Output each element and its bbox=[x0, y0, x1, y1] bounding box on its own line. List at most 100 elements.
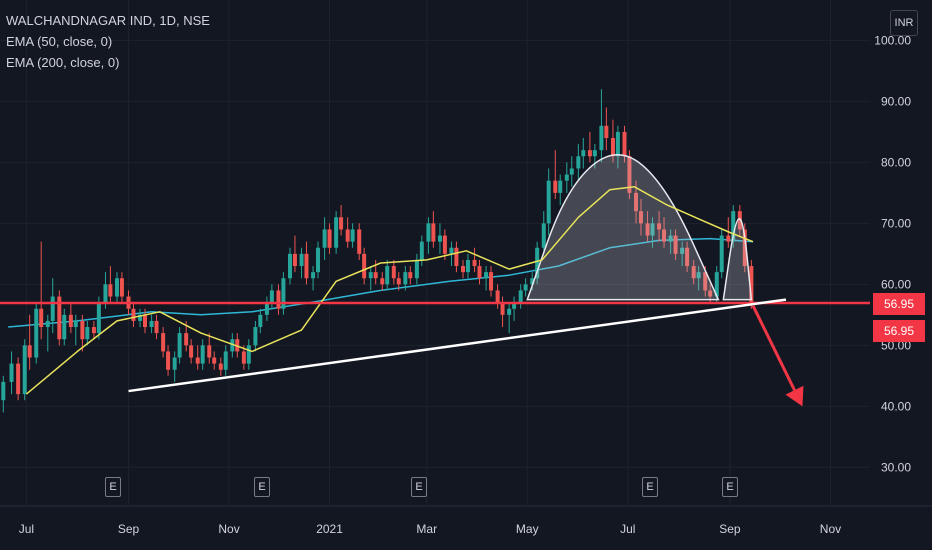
candle-body bbox=[535, 247, 540, 279]
candle-body bbox=[604, 125, 609, 138]
candle-body bbox=[592, 150, 597, 157]
candle-body bbox=[161, 333, 166, 352]
candle-body bbox=[696, 272, 701, 279]
projection-arrow-head bbox=[785, 385, 804, 407]
candle-body bbox=[518, 290, 523, 303]
candle-body bbox=[408, 272, 413, 279]
legend-ema200[interactable]: EMA (200, close, 0) bbox=[6, 55, 120, 70]
candle-body bbox=[189, 345, 194, 358]
earnings-marker[interactable]: E bbox=[642, 477, 658, 497]
candle-body bbox=[484, 272, 489, 279]
cup-pattern bbox=[526, 154, 720, 301]
candle-body bbox=[316, 247, 321, 273]
earnings-marker[interactable]: E bbox=[411, 477, 427, 497]
candle-body bbox=[638, 211, 643, 224]
y-tick-label: 60.00 bbox=[881, 277, 911, 291]
candle-body bbox=[218, 363, 223, 370]
candle-body bbox=[223, 351, 228, 370]
earnings-marker[interactable]: E bbox=[722, 477, 738, 497]
candle-body bbox=[131, 308, 136, 321]
candle-body bbox=[108, 284, 113, 297]
x-tick-label: Jul bbox=[620, 522, 635, 536]
price-tag-top: 56.95 bbox=[873, 293, 925, 315]
legend: WALCHANDNAGAR IND, 1D, NSE EMA (50, clos… bbox=[6, 10, 210, 73]
candle-body bbox=[368, 272, 373, 279]
candle-body bbox=[477, 266, 482, 279]
candle-body bbox=[546, 180, 551, 224]
candle-body bbox=[680, 247, 685, 254]
candle-body bbox=[114, 278, 119, 297]
candle-body bbox=[62, 314, 67, 340]
ema50-path bbox=[25, 186, 754, 395]
candle-body bbox=[334, 217, 339, 248]
candle-body bbox=[172, 357, 177, 370]
candle-body bbox=[558, 180, 563, 193]
candle-body bbox=[50, 296, 55, 321]
candle-body bbox=[507, 308, 512, 315]
candle-body bbox=[426, 223, 431, 242]
projection-arrow-shaft bbox=[751, 305, 796, 391]
candle-body bbox=[281, 278, 286, 309]
grid bbox=[0, 0, 870, 505]
candle-body bbox=[184, 333, 189, 346]
candle-body bbox=[650, 223, 655, 236]
axes: 100.0090.0080.0070.0060.0050.0040.0030.0… bbox=[0, 33, 932, 536]
candle-body bbox=[39, 308, 44, 328]
candle-body bbox=[103, 284, 108, 303]
candle-body bbox=[489, 272, 494, 291]
candle-body bbox=[96, 302, 101, 334]
x-tick-label: Sep bbox=[118, 522, 140, 536]
candle-body bbox=[495, 290, 500, 303]
candle-body bbox=[442, 235, 447, 254]
candle-body bbox=[212, 357, 217, 364]
candle-body bbox=[726, 235, 731, 242]
candle-body bbox=[541, 223, 546, 248]
currency-button[interactable]: INR bbox=[890, 10, 918, 36]
candle-body bbox=[461, 266, 466, 273]
candle-body bbox=[322, 229, 327, 248]
candle-body bbox=[246, 345, 251, 364]
candle-body bbox=[610, 137, 615, 157]
candle-body bbox=[742, 229, 747, 267]
candle-body bbox=[258, 314, 263, 328]
candle-body bbox=[350, 229, 355, 242]
x-tick-label: 2021 bbox=[316, 522, 343, 536]
candle-body bbox=[311, 272, 316, 279]
candle-body bbox=[149, 320, 154, 328]
earnings-marker[interactable]: E bbox=[105, 477, 121, 497]
candle-body bbox=[276, 290, 281, 309]
candle-body bbox=[119, 278, 124, 297]
x-tick-label: Jul bbox=[19, 522, 34, 536]
candle-body bbox=[385, 266, 390, 285]
candle-body bbox=[731, 211, 736, 242]
candle-body bbox=[22, 345, 27, 395]
candle-body bbox=[449, 247, 454, 254]
legend-symbol[interactable]: WALCHANDNAGAR IND, 1D, NSE bbox=[6, 13, 210, 28]
candle-body bbox=[673, 235, 678, 254]
candle-body bbox=[339, 217, 344, 230]
candle-body bbox=[737, 211, 742, 230]
price-tag-bottom: 56.95 bbox=[873, 320, 925, 342]
candle-body bbox=[91, 327, 96, 334]
candle-body bbox=[138, 314, 143, 321]
legend-ema50[interactable]: EMA (50, close, 0) bbox=[6, 34, 113, 49]
candle-body bbox=[587, 150, 592, 157]
candle-body bbox=[576, 156, 581, 169]
candle-body bbox=[207, 345, 212, 358]
candle-body bbox=[362, 253, 367, 279]
candle-body bbox=[200, 345, 205, 364]
candle-body bbox=[465, 259, 470, 273]
earnings-marker[interactable]: E bbox=[254, 477, 270, 497]
x-tick-label: Mar bbox=[416, 522, 437, 536]
candle-body bbox=[391, 266, 396, 279]
candle-body bbox=[154, 320, 159, 334]
candle-body bbox=[749, 266, 754, 303]
candle-body bbox=[1, 381, 6, 401]
candle-body bbox=[714, 272, 719, 297]
candle-body bbox=[68, 314, 73, 328]
candle-body bbox=[668, 235, 673, 242]
candle-body bbox=[327, 229, 332, 248]
candles bbox=[1, 89, 754, 413]
